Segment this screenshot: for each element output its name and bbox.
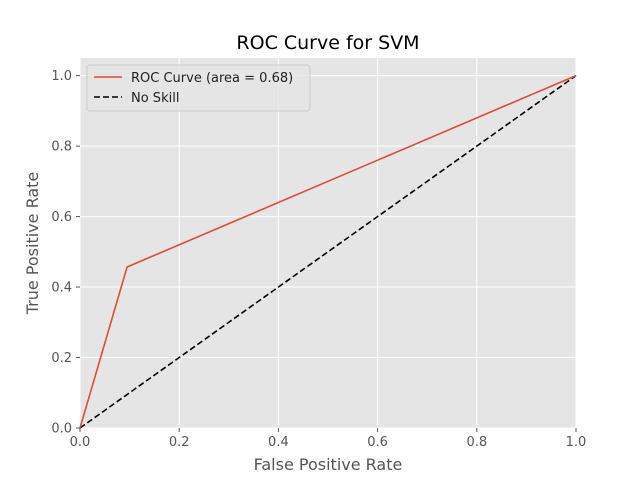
x-tick-label: 0.8 [466, 435, 487, 450]
chart-title: ROC Curve for SVM [236, 32, 419, 54]
legend-box [86, 64, 311, 112]
y-tick-label: 0.6 [51, 210, 72, 225]
series-layer [79, 74, 577, 429]
legend-label-no-skill: No Skill [131, 91, 179, 106]
y-tick-label: 0.8 [51, 140, 72, 155]
x-tick-label: 1.0 [566, 435, 587, 450]
y-tick-label: 0.2 [51, 351, 72, 366]
y-tick-label: 0.0 [51, 422, 72, 437]
x-axis-label: False Positive Rate [254, 455, 403, 474]
y-tick-label: 0.4 [51, 281, 72, 296]
tick-labels: 0.0 0.2 0.4 0.6 0.8 1.0 0.0 0.2 0.4 0.6 0.8 1.0 [51, 69, 586, 450]
y-tick-label: 1.0 [51, 69, 72, 84]
no-skill-line [79, 74, 577, 429]
legend: ROC Curve (area = 0.68) No Skill [86, 64, 311, 112]
x-tick-label: 0.0 [70, 435, 91, 450]
y-axis-label: True Positive Rate [23, 172, 42, 316]
roc-curve-line [79, 74, 577, 429]
x-tick-label: 0.2 [169, 435, 190, 450]
x-tick-label: 0.4 [268, 435, 289, 450]
plot-background [80, 58, 576, 428]
x-tick-label: 0.6 [367, 435, 388, 450]
legend-label-roc: ROC Curve (area = 0.68) [131, 71, 293, 86]
